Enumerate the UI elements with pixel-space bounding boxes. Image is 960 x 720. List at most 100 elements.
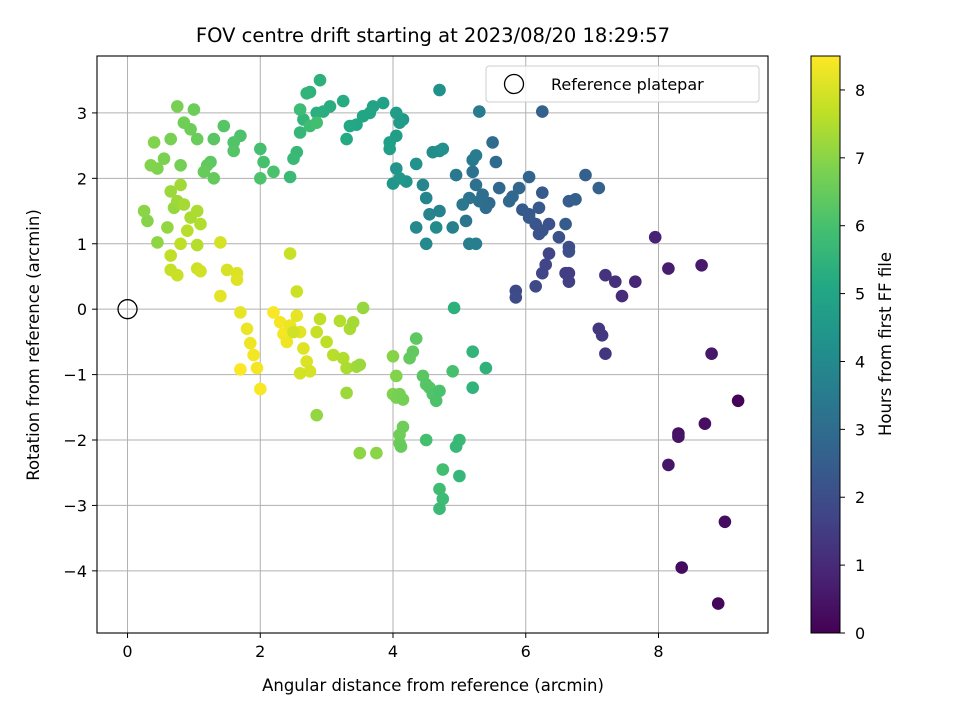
data-point: [429, 394, 443, 408]
data-point: [283, 170, 297, 184]
data-point: [290, 309, 304, 323]
data-point: [164, 132, 177, 146]
data-point: [187, 103, 201, 116]
colorbar-tick-label: 0: [855, 624, 865, 643]
data-point: [595, 329, 609, 342]
data-point: [353, 446, 367, 460]
colorbar-tick-label: 5: [855, 285, 865, 304]
data-point: [466, 345, 480, 359]
data-point: [698, 417, 712, 431]
data-point: [433, 482, 446, 496]
data-point: [174, 178, 187, 192]
legend-label-reference: Reference platepar: [551, 75, 704, 94]
data-point: [562, 245, 576, 258]
data-point: [552, 230, 566, 244]
data-point: [280, 335, 294, 349]
data-point: [718, 515, 732, 529]
data-point: [293, 126, 307, 139]
data-point: [171, 100, 184, 113]
data-point: [310, 408, 324, 422]
data-point: [536, 105, 549, 118]
x-tick-label: 8: [653, 642, 663, 661]
data-point: [181, 224, 194, 237]
colorbar-tick-label: 4: [855, 352, 865, 371]
data-point: [283, 247, 297, 260]
data-point: [247, 348, 260, 362]
data-point: [629, 275, 642, 289]
data-point: [303, 365, 317, 378]
data-point: [190, 132, 204, 146]
data-point: [512, 181, 526, 195]
data-point: [536, 266, 549, 280]
data-point: [492, 181, 506, 195]
data-point: [197, 165, 211, 179]
data-point: [151, 236, 164, 249]
data-point: [456, 198, 470, 211]
colorbar-gradient: [810, 55, 841, 634]
data-point: [174, 159, 187, 172]
colorbar-tick-label: 7: [855, 149, 865, 168]
colorbar-label: Hours from first FF file: [876, 252, 895, 436]
data-point: [731, 394, 745, 408]
chart-title: FOV centre drift starting at 2023/08/20 …: [196, 24, 670, 47]
x-tick-label: 6: [521, 642, 531, 661]
data-point: [473, 194, 486, 208]
data-point: [453, 469, 466, 483]
data-point: [662, 262, 675, 275]
data-point: [516, 203, 529, 216]
reference-point: [117, 299, 138, 320]
data-point: [190, 204, 204, 218]
data-point: [390, 162, 403, 175]
data-point: [433, 83, 446, 97]
data-point: [194, 264, 207, 278]
data-point: [257, 155, 270, 169]
data-point: [532, 201, 546, 215]
data-point: [157, 152, 171, 165]
data-point: [267, 306, 280, 319]
data-point: [343, 119, 357, 133]
data-point: [386, 350, 400, 363]
data-point: [190, 238, 204, 252]
data-point: [161, 221, 174, 234]
colorbar-ticks: 0 1 2 3 4 5 6 7 8: [840, 81, 865, 643]
data-point: [234, 306, 247, 319]
data-point: [340, 132, 353, 146]
data-point: [297, 342, 310, 355]
data-point: [327, 348, 340, 362]
data-point: [559, 217, 572, 231]
y-tick-label: −3: [63, 496, 87, 515]
data-point: [227, 144, 240, 158]
colorbar: 0 1 2 3 4 5 6 7 8 Hours from first FF file: [810, 55, 895, 643]
colorbar-tick-label: 1: [855, 556, 865, 575]
y-tick-label: 1: [77, 235, 87, 254]
data-point: [370, 446, 383, 460]
data-point: [569, 193, 582, 206]
data-point: [447, 301, 461, 315]
data-point: [144, 159, 158, 172]
plot-frame: [96, 55, 769, 634]
data-point: [466, 381, 480, 395]
data-point: [164, 185, 177, 198]
data-point: [466, 165, 480, 179]
y-axis-ticks: −4 −3 −2 −1 0 1 2 3: [63, 104, 97, 581]
data-point: [393, 116, 406, 129]
data-point: [446, 365, 460, 378]
data-point: [599, 347, 612, 361]
data-point: [310, 325, 324, 339]
data-point: [356, 109, 370, 123]
data-point: [542, 247, 556, 260]
reference-marker: [117, 299, 138, 320]
data-point: [396, 420, 410, 434]
data-point: [449, 168, 463, 182]
data-point: [147, 136, 161, 149]
data-point: [486, 136, 499, 149]
data-point: [695, 259, 708, 272]
data-point: [346, 316, 360, 329]
data-point: [473, 105, 486, 118]
data-point: [253, 142, 267, 156]
data-point: [672, 430, 685, 444]
data-point: [394, 440, 408, 453]
data-point: [416, 178, 430, 192]
legend: Reference platepar: [485, 65, 760, 103]
data-point: [522, 170, 536, 184]
